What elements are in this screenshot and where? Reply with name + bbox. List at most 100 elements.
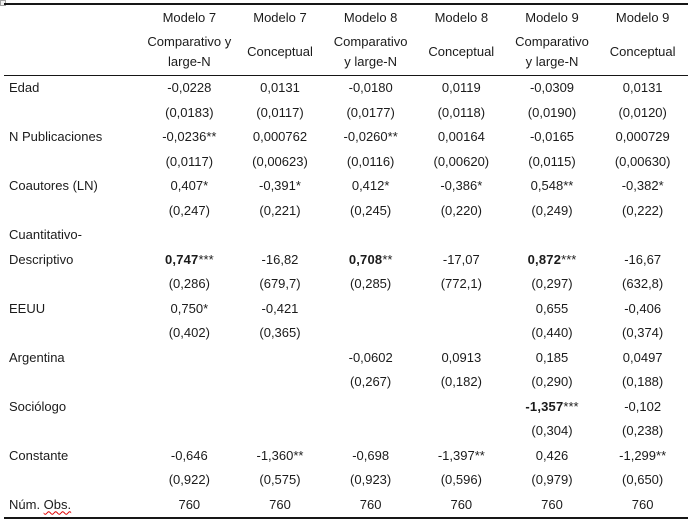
header-col-3: Modelo 8 Comparativo y large-N [325, 5, 416, 75]
footer-label-prefix: Núm. [9, 496, 44, 512]
table-header-rule [4, 75, 688, 76]
obs-count-cell: 760 [178, 496, 201, 512]
se-cell [144, 419, 235, 444]
coef-cell: 0,000762 [235, 125, 326, 150]
significance-stars: *** [563, 398, 579, 414]
coef-value: 0,000729 [615, 129, 670, 144]
coef-cell: -0,0228 [144, 76, 235, 101]
coef-cell: 0,548** [507, 174, 598, 199]
coef-cell: -0,102 [597, 395, 688, 420]
se-cell: (679,7) [259, 276, 301, 291]
coef-value: 0,0131 [622, 80, 663, 95]
coef-cell: -0,698 [325, 444, 416, 469]
se-cell: (0,0117) [256, 104, 304, 120]
se-cell: (0,245) [350, 202, 392, 218]
coef-cell: 0,185 [507, 346, 598, 371]
se-cell: (0,188) [622, 374, 664, 389]
coef-value: -0,102 [624, 398, 662, 414]
se-cell: (0,923) [350, 472, 392, 487]
row-label [4, 272, 144, 297]
se-cell: (0,304) [531, 423, 573, 438]
se-cell [597, 223, 688, 248]
table-row: Edad -0,0228 0,0131 -0,0180 0,0119 -0,0309 0,0… [4, 76, 688, 101]
se-cell [325, 223, 416, 248]
se-cell: (0,0115) [528, 153, 576, 169]
table-top-rule [4, 3, 688, 5]
se-cell: (0,0190) [527, 104, 577, 120]
coef-value: -0,646 [170, 447, 208, 463]
significance-stars: * [658, 178, 664, 193]
coef-cell: -1,360** [235, 444, 326, 469]
table-row: (0,304) (0,238) [4, 419, 688, 444]
coef-value: 0,185 [535, 349, 569, 365]
se-cell [235, 419, 326, 444]
coef-cell: 0,407* [144, 174, 235, 199]
coef-cell [416, 395, 507, 420]
coef-cell [325, 297, 416, 322]
coef-value: 0,00164 [437, 129, 485, 144]
coef-value: 0,000762 [252, 129, 308, 144]
coef-value: 0,708 [348, 251, 383, 267]
se-cell: (0,0116) [346, 153, 395, 169]
row-label [4, 419, 144, 444]
model-name: Modelo 8 [434, 10, 489, 25]
header-col-4: Modelo 8 Conceptual [416, 5, 507, 75]
coef-cell: -1,397** [416, 444, 507, 469]
se-cell [235, 223, 326, 248]
row-label: Cuantitativo- [9, 227, 82, 242]
significance-stars: ** [387, 129, 398, 144]
se-cell: (632,8) [622, 276, 664, 291]
model-type: Comparativo y large-N [507, 29, 598, 75]
table-row: (0,267) (0,182) (0,290) (0,188) [4, 370, 688, 395]
coef-value: -1,360 [256, 447, 294, 463]
coef-value: -0,386 [440, 178, 478, 193]
coef-cell [325, 395, 416, 420]
coef-cell: -0,0602 [325, 346, 416, 371]
coef-cell: -1,357*** [507, 395, 598, 420]
model-type-line: y large-N [525, 54, 579, 69]
coef-value: 0,872 [527, 251, 562, 267]
significance-stars: *** [561, 251, 577, 267]
significance-stars: * [203, 300, 209, 316]
se-cell [416, 321, 507, 346]
model-name: Modelo 9 [525, 10, 579, 25]
row-label [4, 199, 144, 224]
se-cell: (0,267) [350, 374, 392, 389]
row-label: Argentina [9, 349, 65, 365]
coef-cell: -16,82 [235, 248, 326, 273]
table-row: (0,922) (0,575) (0,923) (0,596) (0,979) (0,65… [4, 468, 688, 493]
coef-cell: 0,0131 [597, 76, 688, 101]
se-cell [325, 419, 416, 444]
coef-value: -16,67 [624, 251, 662, 267]
coef-value: -0,382 [621, 178, 659, 193]
se-cell: (0,0177) [346, 104, 395, 120]
coef-value: 0,412 [351, 178, 385, 193]
row-label [4, 101, 144, 126]
table-row: (0,0117) (0,00623) (0,0116) (0,00620) (0,011… [4, 150, 688, 175]
table-row: Descriptivo 0,747*** -16,82 0,708** -17,07 0,… [4, 248, 688, 273]
significance-stars: ** [563, 178, 574, 193]
table-row: EEUU 0,750* -0,421 0,655 -0,406 [4, 297, 688, 322]
coef-value: 0,0913 [441, 349, 482, 365]
coef-cell: -0,0236** [144, 125, 235, 150]
coef-cell: 0,655 [507, 297, 598, 322]
table-row: (0,286) (679,7) (0,285) (772,1) (0,297) (632,… [4, 272, 688, 297]
header-col-5: Modelo 9 Comparativo y large-N [507, 5, 598, 75]
coef-cell: -1,299** [597, 444, 688, 469]
se-cell [144, 370, 235, 395]
coef-value: 0,0131 [260, 80, 300, 95]
row-label: EEUU [9, 300, 46, 316]
coef-value: -16,82 [261, 251, 299, 267]
coef-cell: -0,421 [235, 297, 326, 322]
regression-table: Modelo 7 Comparativo y large-N Modelo 7 Conc… [4, 3, 688, 519]
model-name: Modelo 7 [162, 10, 217, 25]
coef-cell: 0,426 [507, 444, 598, 469]
significance-stars: * [477, 178, 483, 193]
model-name: Modelo 7 [253, 10, 307, 25]
coef-value: -1,397 [437, 447, 475, 463]
table-row: Sociólogo -1,357*** -0,102 [4, 395, 688, 420]
se-cell: (0,575) [259, 472, 301, 487]
coef-value: 0,747 [164, 251, 199, 267]
model-type: Comparativo y large-N [325, 29, 416, 75]
header-col-6: Modelo 9 Conceptual [597, 5, 688, 75]
